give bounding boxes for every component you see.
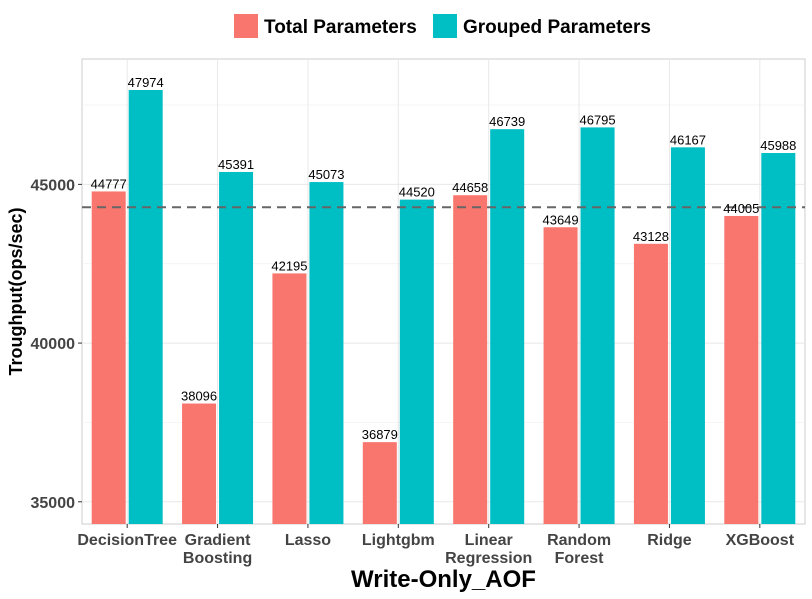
x-tick-label: Ridge	[647, 532, 692, 549]
x-tick-label: DecisionTree	[77, 532, 177, 549]
x-tick-label-line: Forest	[555, 550, 605, 567]
bar	[362, 442, 397, 524]
bar	[453, 195, 488, 524]
bars	[91, 89, 796, 525]
bar	[633, 243, 668, 524]
bar-value-label: 45073	[308, 167, 344, 182]
legend: Total Parameters Grouped Parameters	[234, 14, 651, 38]
bar	[490, 129, 525, 524]
x-tick-label-line: Random	[547, 532, 611, 549]
x-tick-label-line: Linear	[465, 532, 513, 549]
x-tick-label-line: DecisionTree	[77, 532, 177, 549]
bar	[309, 182, 344, 525]
bar-value-label: 43128	[633, 229, 669, 244]
bar-value-label: 45391	[218, 157, 254, 172]
x-tick-label: XGBoost	[726, 532, 795, 549]
bar	[724, 215, 759, 524]
bar-value-label: 44658	[452, 180, 488, 195]
bar	[670, 147, 705, 524]
bar	[272, 273, 307, 524]
bar	[399, 199, 434, 525]
bar	[219, 171, 254, 524]
legend-label: Grouped Parameters	[463, 17, 651, 38]
legend-swatch	[433, 14, 457, 38]
bar-value-label: 38096	[181, 389, 217, 404]
bar	[128, 89, 163, 525]
bar-value-label: 46739	[489, 114, 525, 129]
bar	[91, 191, 126, 524]
bar	[761, 153, 796, 525]
x-axis: DecisionTree Gradient Boosting Lasso Lightgb…	[77, 524, 795, 567]
x-tick-label: Gradient Boosting	[183, 532, 252, 567]
bar-value-label: 47974	[128, 75, 164, 90]
bar-value-label: 46795	[579, 112, 615, 127]
bar-value-label: 44005	[723, 201, 759, 216]
bar	[580, 127, 615, 524]
bar-value-label: 46167	[670, 132, 706, 147]
bar-value-label: 42195	[271, 258, 307, 273]
bar-labels: 44777 47974 38096 45391 42195 45073 36879 44520…	[91, 75, 797, 442]
legend-swatch	[234, 14, 258, 38]
bar	[182, 403, 217, 524]
bar	[543, 227, 578, 524]
bar-value-label: 44777	[91, 176, 127, 191]
bar-value-label: 43649	[542, 212, 578, 227]
x-tick-label-line: Lightgbm	[362, 532, 435, 549]
x-tick-label-line: Boosting	[183, 550, 252, 567]
y-tick-label: 35000	[31, 495, 76, 512]
legend-label: Total Parameters	[264, 17, 417, 38]
bar-value-label: 45988	[760, 138, 796, 153]
x-tick-label: Lasso	[285, 532, 331, 549]
x-tick-label-line: Lasso	[285, 532, 331, 549]
x-tick-label: Lightgbm	[362, 532, 435, 549]
y-axis-title: Troughput(ops/sec)	[6, 208, 26, 376]
y-tick-label: 45000	[31, 177, 76, 194]
x-axis-title: Write-Only_AOF	[351, 566, 536, 593]
x-tick-label-line: XGBoost	[726, 532, 795, 549]
bar-value-label: 44520	[399, 185, 435, 200]
x-tick-label: Linear Regression	[445, 532, 532, 567]
x-tick-label-line: Ridge	[647, 532, 692, 549]
x-tick-label-line: Gradient	[185, 532, 251, 549]
y-axis: 35000 40000 45000	[31, 177, 82, 512]
y-tick-label: 40000	[31, 336, 76, 353]
bar-value-label: 36879	[362, 427, 398, 442]
x-tick-label-line: Regression	[445, 550, 532, 567]
x-tick-label: Random Forest	[547, 532, 611, 567]
